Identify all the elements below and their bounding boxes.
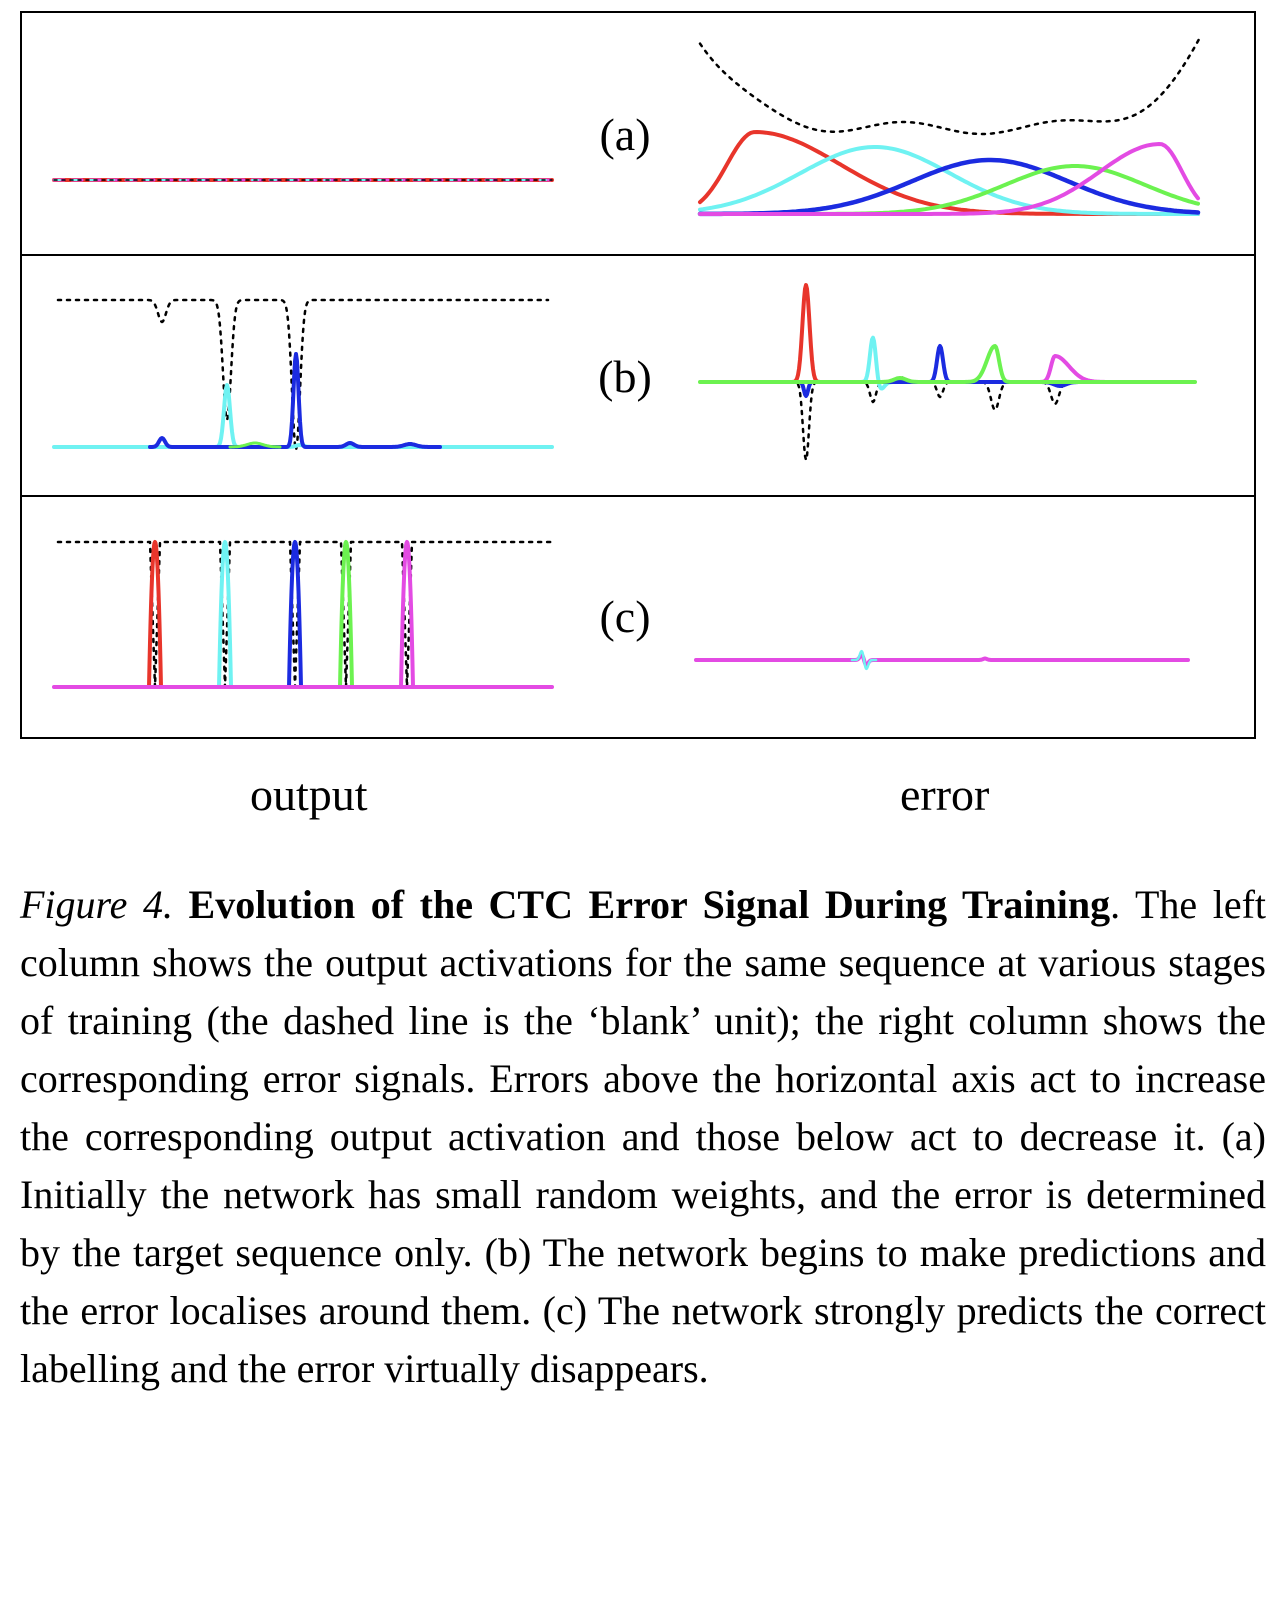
b-error-blue-curve <box>778 344 1102 398</box>
a-error-magenta-curve <box>698 142 1200 216</box>
figure-caption: Figure 4. Evolution of the CTC Error Sig… <box>20 876 1266 1398</box>
panel-a-error-plot <box>697 36 1202 217</box>
column-label-output: output <box>250 769 368 820</box>
b-output-blank-curve <box>56 298 550 452</box>
caption-title: Evolution of the CTC Error Signal During… <box>188 882 1111 927</box>
figure-panel: (a) (b) (c) <box>0 0 1280 760</box>
b-error-magenta-curve <box>1028 354 1112 384</box>
figure-frame <box>20 11 1256 739</box>
c-error-line <box>694 652 1190 668</box>
c-output-blank-curve <box>56 540 554 689</box>
c-output-green-spike <box>336 540 356 689</box>
panel-b-error-plot <box>698 283 1197 462</box>
a-error-blank-curve <box>698 36 1202 136</box>
a-error-cyan-curve <box>698 145 1200 216</box>
c-output-cyan-spike <box>215 540 235 689</box>
caption-figure-label: Figure 4. <box>20 882 173 927</box>
c-output-red-spike <box>145 540 165 689</box>
b-output-blue-curve <box>148 352 442 449</box>
panel-label-a: (a) <box>599 109 650 160</box>
panel-label-c: (c) <box>599 591 650 642</box>
panel-c-error-plot <box>694 649 1190 671</box>
b-error-green-curve <box>698 344 1197 384</box>
panel-b-output-plot <box>52 298 554 452</box>
column-label-error: error <box>900 769 990 820</box>
c-error-cyan-blip <box>850 649 878 671</box>
b-error-red-curve <box>768 283 842 384</box>
panel-label-b: (b) <box>598 351 652 402</box>
panel-c-output-plot <box>52 540 554 689</box>
figure-canvas: (a) (b) (c) <box>20 11 1256 739</box>
b-output-green-curve <box>228 441 282 449</box>
b-error-blank-curve <box>698 375 1197 462</box>
caption-text: . The left column shows the output activ… <box>20 882 1267 1391</box>
c-output-blue-spike <box>285 540 305 689</box>
c-output-magenta-spike <box>397 540 417 689</box>
